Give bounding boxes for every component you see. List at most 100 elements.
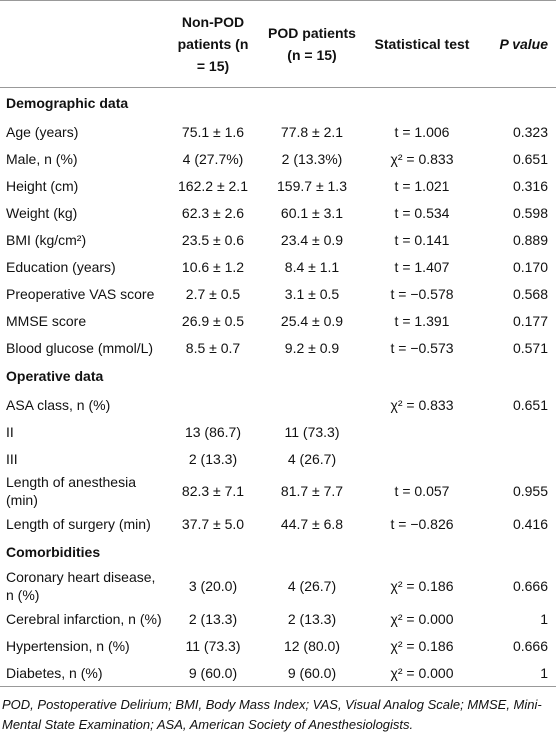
table-row: Diabetes, n (%) 9 (60.0) 9 (60.0) χ² = 0.00… — [0, 659, 556, 687]
table-cell: Cerebral infarction, n (%) — [6, 610, 162, 627]
table-cell: 4 (27.7%) — [182, 150, 244, 167]
table-cell: t = 0.141 — [394, 231, 450, 248]
table-cell: χ² = 0.833 — [390, 150, 454, 167]
table-row: Preoperative VAS score 2.7 ± 0.5 3.1 ± 0.5… — [0, 280, 556, 307]
table-cell: ASA class, n (%) — [6, 396, 111, 413]
table-cell: Hypertension, n (%) — [6, 637, 130, 654]
section-row: Operative data — [0, 361, 556, 391]
table-cell — [256, 391, 368, 418]
table-cell — [476, 418, 556, 445]
table-cell: Length of surgery (min) — [6, 515, 151, 532]
table-cell: χ² = 0.833 — [390, 396, 454, 413]
table-cell: t = 1.006 — [394, 123, 450, 140]
table-cell: χ² = 0.186 — [390, 578, 454, 594]
table-cell: t = 0.057 — [394, 483, 450, 499]
table-cell: 44.7 ± 6.8 — [280, 515, 344, 532]
table-cell: 9.2 ± 0.9 — [284, 339, 340, 356]
header-cell: Non-POD patients (n = 15) — [177, 14, 249, 74]
table-cell: t = −0.826 — [390, 515, 454, 532]
table-cell: 0.323 — [512, 123, 548, 140]
table-cell: 13 (86.7) — [184, 423, 242, 440]
table-row: Weight (kg) 62.3 ± 2.6 60.1 ± 3.1 t = 0.534… — [0, 199, 556, 226]
table-cell: 0.651 — [512, 396, 548, 413]
table-cell: 26.9 ± 0.5 — [181, 312, 245, 329]
table-cell: 162.2 ± 2.1 — [178, 177, 248, 194]
table-row: Blood glucose (mmol/L) 8.5 ± 0.7 9.2 ± 0.9… — [0, 334, 556, 361]
header-cell — [0, 1, 170, 88]
table-cell: Coronary heart disease, n (%) — [6, 569, 156, 603]
table-row: BMI (kg/cm²) 23.5 ± 0.6 23.4 ± 0.9 t = 0.14… — [0, 226, 556, 253]
table-cell: 23.4 ± 0.9 — [280, 231, 344, 248]
table-row: Coronary heart disease, n (%) 3 (20.0) 4 (… — [0, 567, 556, 605]
table-cell: t = −0.573 — [390, 339, 454, 356]
table-cell: 0.170 — [512, 258, 548, 275]
table-cell: χ² = 0.000 — [390, 664, 454, 681]
table-cell: Height (cm) — [6, 177, 79, 194]
table-cell: III — [6, 450, 18, 467]
header-cell: P value — [499, 36, 548, 52]
table-cell: 2.7 ± 0.5 — [185, 285, 241, 302]
table-cell: 0.598 — [512, 204, 548, 221]
table-cell: 25.4 ± 0.9 — [280, 312, 344, 329]
table-cell: χ² = 0.000 — [390, 610, 454, 627]
table-cell: 37.7 ± 5.0 — [181, 515, 245, 532]
table-cell: Weight (kg) — [6, 204, 78, 221]
section-title: Comorbidities — [6, 544, 101, 560]
table-cell: 2 (13.3) — [188, 450, 238, 467]
table-cell: BMI (kg/cm²) — [6, 231, 87, 248]
table-cell — [476, 445, 556, 472]
table-cell: 0.889 — [512, 231, 548, 248]
table-row: III 2 (13.3) 4 (26.7) — [0, 445, 556, 472]
table-cell: 23.5 ± 0.6 — [181, 231, 245, 248]
table-cell: 81.7 ± 7.7 — [280, 483, 344, 499]
table-cell: 11 (73.3) — [284, 423, 340, 440]
table-row: Hypertension, n (%) 11 (73.3) 12 (80.0) χ² … — [0, 632, 556, 659]
section-row: Demographic data — [0, 88, 556, 119]
table-cell: 0.651 — [512, 150, 548, 167]
table-row: II 13 (86.7) 11 (73.3) — [0, 418, 556, 445]
table-cell: 1 — [540, 610, 548, 627]
table-cell: 0.955 — [512, 483, 548, 499]
table-row: Education (years) 10.6 ± 1.2 8.4 ± 1.1 t = … — [0, 253, 556, 280]
table-cell: t = −0.578 — [390, 285, 454, 302]
table-cell: 8.5 ± 0.7 — [185, 339, 241, 356]
table-cell: 1 — [540, 664, 548, 681]
table-cell: t = 1.407 — [394, 258, 450, 275]
table-row: MMSE score 26.9 ± 0.5 25.4 ± 0.9 t = 1.391 0… — [0, 307, 556, 334]
table-cell: 9 (60.0) — [287, 664, 337, 681]
table-cell: Preoperative VAS score — [6, 285, 155, 302]
table-cell: 2 (13.3) — [188, 610, 238, 627]
table-cell: 0.666 — [512, 578, 548, 594]
table-cell — [368, 445, 476, 472]
section-title: Demographic data — [6, 95, 129, 111]
table-row: Length of anesthesia (min) 82.3 ± 7.1 81.7… — [0, 472, 556, 510]
footnote: POD, Postoperative Delirium; BMI, Body M… — [2, 697, 542, 732]
table-cell: 0.666 — [512, 637, 548, 654]
table-row: Cerebral infarction, n (%) 2 (13.3) 2 (13.… — [0, 605, 556, 632]
table-row: Length of surgery (min) 37.7 ± 5.0 44.7 ± … — [0, 510, 556, 537]
header-row: Non-POD patients (n = 15) POD patients (n… — [0, 0, 556, 88]
table-cell: 60.1 ± 3.1 — [280, 204, 344, 221]
table-cell: 10.6 ± 1.2 — [181, 258, 245, 275]
table-cell: Age (years) — [6, 123, 79, 140]
table-cell: 77.8 ± 2.1 — [280, 123, 344, 140]
table-cell: 2 (13.3) — [287, 610, 337, 627]
table-cell: 3 (20.0) — [188, 578, 238, 594]
table-row: Height (cm) 162.2 ± 2.1 159.7 ± 1.3 t = 1.0… — [0, 172, 556, 199]
table-cell: Blood glucose (mmol/L) — [6, 339, 154, 356]
table-row: Age (years) 75.1 ± 1.6 77.8 ± 2.1 t = 1.006… — [0, 118, 556, 145]
table-row: Male, n (%) 4 (27.7%) 2 (13.3%) χ² = 0.833 0… — [0, 145, 556, 172]
table-cell: 0.568 — [512, 285, 548, 302]
header-cell: POD patients (n = 15) — [268, 25, 356, 63]
table-cell: 3.1 ± 0.5 — [284, 285, 340, 302]
table-cell: 62.3 ± 2.6 — [181, 204, 245, 221]
table-cell: 0.316 — [512, 177, 548, 194]
section-row: Comorbidities — [0, 537, 556, 567]
data-table: Non-POD patients (n = 15) POD patients (n… — [0, 0, 556, 687]
table-cell: Education (years) — [6, 258, 116, 275]
table-cell: 159.7 ± 1.3 — [277, 177, 347, 194]
table-cell: 9 (60.0) — [188, 664, 238, 681]
table-cell: MMSE score — [6, 312, 87, 329]
table-header: Non-POD patients (n = 15) POD patients (n… — [0, 0, 556, 88]
